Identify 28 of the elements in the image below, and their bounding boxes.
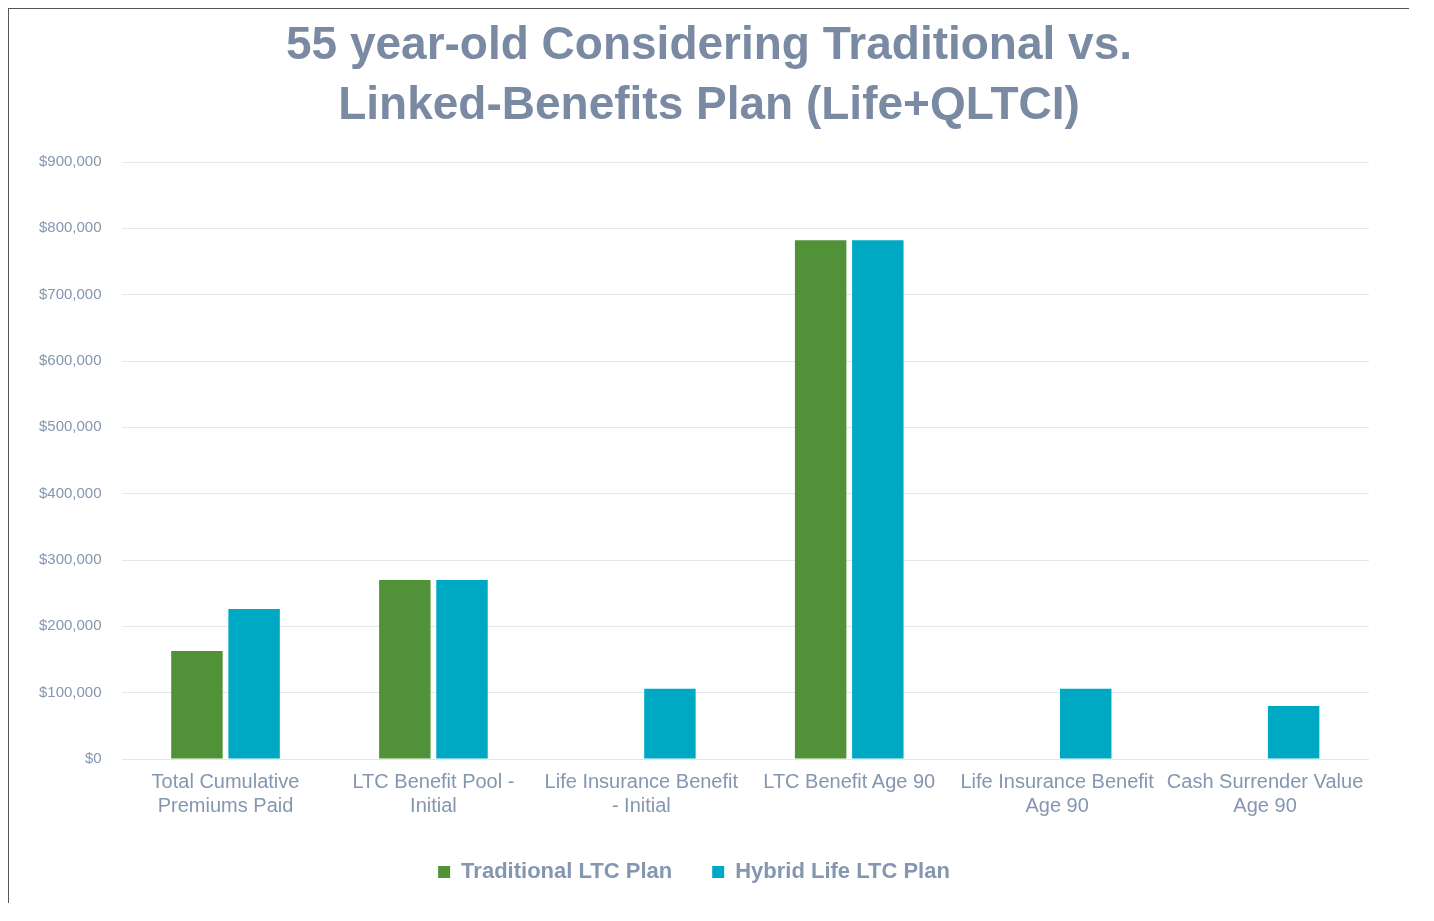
legend-label: Traditional LTC Plan	[461, 858, 673, 884]
bar	[228, 609, 280, 759]
y-tick-label: $0	[84, 749, 102, 767]
x-tick-label: Total Cumulative Premiums Paid	[151, 769, 300, 816]
y-tick-label: $600,000	[38, 351, 102, 369]
bar	[794, 240, 847, 759]
bar	[436, 579, 488, 759]
y-tick-label: $100,000	[38, 682, 102, 700]
bar	[171, 650, 223, 759]
bar	[379, 579, 431, 759]
y-tick-label: $900,000	[38, 152, 102, 170]
y-tick-label: $400,000	[38, 483, 102, 501]
bar	[1060, 688, 1112, 759]
y-tick-label: $500,000	[38, 417, 102, 435]
x-tick-label: LTC Benefit Pool - Initial	[352, 769, 515, 816]
y-tick-label: $700,000	[38, 284, 102, 302]
bar	[852, 240, 904, 759]
chart-title: 55 year-old Considering Traditional vs. Linked-Benefits Plan (Life+QLTCI)	[284, 16, 1134, 131]
x-tick-label: Cash Surrender Value Age 90	[1166, 769, 1364, 816]
x-tick-label: Life Insurance Benefit - Initial	[544, 769, 739, 816]
legend-label: Hybrid Life LTC Plan	[735, 858, 950, 884]
y-tick-label: $300,000	[38, 550, 102, 568]
x-tick-label: LTC Benefit Age 90	[763, 769, 936, 792]
bar	[644, 688, 696, 759]
y-tick-label: $800,000	[38, 218, 102, 236]
y-tick-label: $200,000	[38, 616, 102, 634]
x-tick-label: Life Insurance Benefit Age 90	[960, 769, 1155, 816]
bar	[1267, 705, 1320, 759]
